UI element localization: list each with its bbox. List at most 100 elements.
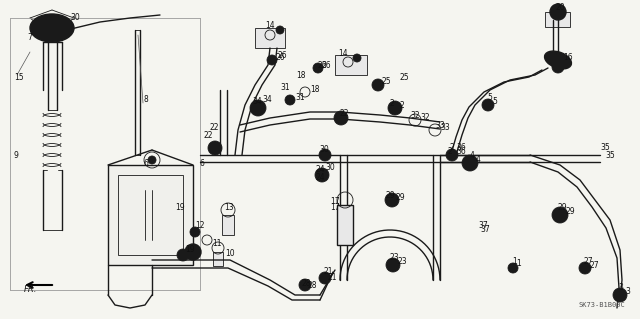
Bar	[255, 28, 285, 48]
Circle shape	[388, 101, 402, 115]
Circle shape	[148, 156, 156, 164]
Text: 3: 3	[618, 284, 623, 293]
Text: 2: 2	[448, 147, 452, 157]
Circle shape	[313, 63, 323, 73]
Ellipse shape	[30, 14, 74, 42]
Text: 14: 14	[265, 21, 275, 31]
Circle shape	[552, 61, 564, 73]
Text: 31: 31	[295, 93, 305, 102]
Circle shape	[177, 249, 189, 261]
Bar	[222, 215, 234, 235]
Circle shape	[617, 292, 623, 298]
Circle shape	[250, 100, 266, 116]
Text: 26: 26	[277, 51, 287, 61]
Text: 2: 2	[390, 99, 395, 108]
Text: 1: 1	[512, 257, 516, 266]
Circle shape	[552, 207, 568, 223]
Text: 27: 27	[590, 261, 600, 270]
Text: 30: 30	[325, 164, 335, 173]
Text: 33: 33	[435, 121, 445, 130]
Text: 16: 16	[563, 53, 573, 62]
Text: 3: 3	[625, 287, 630, 296]
Text: 26: 26	[317, 61, 326, 70]
Circle shape	[319, 272, 331, 284]
Text: 11: 11	[212, 239, 221, 248]
Text: 29: 29	[565, 207, 575, 217]
Text: 36: 36	[456, 144, 466, 152]
Text: 31: 31	[280, 84, 290, 93]
Text: 6: 6	[200, 159, 205, 167]
Circle shape	[353, 54, 361, 62]
Text: 29: 29	[385, 190, 395, 199]
Bar	[118, 175, 183, 255]
Text: 17: 17	[330, 204, 340, 212]
Text: 23: 23	[397, 257, 406, 266]
Text: 28: 28	[302, 278, 312, 287]
Circle shape	[185, 244, 201, 260]
Circle shape	[285, 95, 295, 105]
Text: 9: 9	[14, 151, 19, 160]
Text: 21: 21	[328, 273, 337, 283]
Text: 23: 23	[390, 254, 399, 263]
Circle shape	[508, 263, 518, 273]
Text: 6: 6	[143, 159, 148, 167]
Text: 36: 36	[456, 147, 466, 157]
Text: 29: 29	[558, 204, 568, 212]
Text: 21: 21	[323, 268, 333, 277]
Text: 13: 13	[224, 204, 234, 212]
Bar	[213, 252, 223, 266]
Text: 22: 22	[203, 130, 212, 139]
Text: 25: 25	[400, 73, 410, 83]
Text: 2: 2	[450, 144, 455, 152]
Text: 28: 28	[308, 281, 317, 291]
Text: 5: 5	[487, 93, 492, 102]
Text: 29: 29	[396, 192, 406, 202]
Circle shape	[208, 141, 222, 155]
Text: 18: 18	[310, 85, 319, 94]
Circle shape	[276, 26, 284, 34]
Text: 30: 30	[70, 13, 80, 23]
Circle shape	[386, 258, 400, 272]
Text: 27: 27	[583, 256, 593, 265]
Text: 4: 4	[470, 151, 475, 160]
Circle shape	[446, 149, 458, 161]
Text: 35: 35	[600, 144, 610, 152]
Text: 22: 22	[339, 108, 349, 117]
Text: 18: 18	[296, 70, 305, 79]
Circle shape	[299, 279, 311, 291]
Circle shape	[462, 155, 478, 171]
Text: 10: 10	[225, 249, 235, 257]
Circle shape	[319, 149, 331, 161]
Circle shape	[550, 4, 566, 20]
Circle shape	[385, 193, 399, 207]
Text: 35: 35	[605, 151, 615, 160]
Text: 2: 2	[400, 100, 404, 109]
Circle shape	[334, 111, 348, 125]
Text: 32: 32	[410, 110, 420, 120]
Text: 15: 15	[14, 73, 24, 83]
Text: 37: 37	[478, 220, 488, 229]
Text: 37: 37	[480, 226, 490, 234]
Text: 30: 30	[319, 145, 329, 154]
Bar	[335, 55, 367, 75]
Text: SK73-B1B00C: SK73-B1B00C	[579, 302, 625, 308]
Text: 5: 5	[492, 98, 497, 107]
Text: 4: 4	[476, 155, 481, 165]
Text: 19: 19	[185, 246, 195, 255]
Text: 14: 14	[338, 48, 348, 57]
Text: 25: 25	[382, 78, 392, 86]
Bar	[337, 205, 353, 245]
Text: 33: 33	[440, 123, 450, 132]
Circle shape	[372, 79, 384, 91]
Circle shape	[482, 99, 494, 111]
Text: 34: 34	[252, 98, 262, 107]
Text: 7: 7	[27, 33, 32, 42]
Text: 20: 20	[555, 4, 564, 12]
Text: 26: 26	[276, 53, 285, 62]
Text: 1: 1	[516, 259, 521, 269]
Circle shape	[315, 168, 329, 182]
Text: 32: 32	[420, 114, 429, 122]
Text: 26: 26	[322, 61, 332, 70]
Circle shape	[190, 227, 200, 237]
Text: 19: 19	[175, 203, 184, 211]
